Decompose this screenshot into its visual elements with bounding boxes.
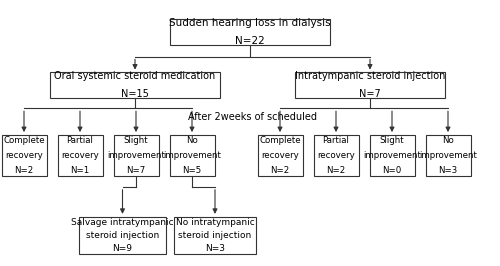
Text: steroid injection: steroid injection xyxy=(178,231,252,240)
FancyBboxPatch shape xyxy=(2,135,46,176)
Text: Complete: Complete xyxy=(259,136,301,145)
Text: improvement: improvement xyxy=(363,151,421,160)
Text: N=7: N=7 xyxy=(359,89,381,99)
Text: No intratympanic: No intratympanic xyxy=(176,218,254,227)
Text: recovery: recovery xyxy=(5,151,43,160)
Text: No: No xyxy=(442,136,454,145)
Text: Slight: Slight xyxy=(380,136,404,145)
Text: N=0: N=0 xyxy=(382,166,402,175)
FancyBboxPatch shape xyxy=(314,135,358,176)
Text: N=15: N=15 xyxy=(121,89,149,99)
Text: recovery: recovery xyxy=(261,151,299,160)
Text: N=3: N=3 xyxy=(438,166,458,175)
Text: Partial: Partial xyxy=(322,136,349,145)
Text: recovery: recovery xyxy=(61,151,99,160)
Text: N=3: N=3 xyxy=(205,244,225,253)
Text: N=22: N=22 xyxy=(235,36,265,46)
Text: N=7: N=7 xyxy=(126,166,146,175)
FancyBboxPatch shape xyxy=(58,135,102,176)
Text: N=1: N=1 xyxy=(70,166,90,175)
Text: N=2: N=2 xyxy=(14,166,34,175)
Text: No: No xyxy=(186,136,198,145)
Text: Slight: Slight xyxy=(124,136,148,145)
FancyBboxPatch shape xyxy=(370,135,414,176)
Text: N=5: N=5 xyxy=(182,166,202,175)
FancyBboxPatch shape xyxy=(174,217,256,254)
Text: Salvage intratympanic: Salvage intratympanic xyxy=(71,218,174,227)
Text: improvement: improvement xyxy=(107,151,165,160)
Text: improvement: improvement xyxy=(163,151,221,160)
Text: improvement: improvement xyxy=(419,151,477,160)
FancyBboxPatch shape xyxy=(79,217,166,254)
Text: steroid injection: steroid injection xyxy=(86,231,159,240)
FancyBboxPatch shape xyxy=(258,135,302,176)
FancyBboxPatch shape xyxy=(170,135,214,176)
Text: Complete: Complete xyxy=(3,136,45,145)
Text: recovery: recovery xyxy=(317,151,355,160)
Text: Intratympanic steroid injection: Intratympanic steroid injection xyxy=(295,71,445,81)
FancyBboxPatch shape xyxy=(114,135,158,176)
Text: After 2weeks of scheduled: After 2weeks of scheduled xyxy=(188,112,317,122)
Text: N=2: N=2 xyxy=(326,166,345,175)
Text: N=2: N=2 xyxy=(270,166,289,175)
Text: Oral systemic steroid medication: Oral systemic steroid medication xyxy=(54,71,216,81)
Text: Sudden hearing loss in dialysis: Sudden hearing loss in dialysis xyxy=(169,18,331,28)
FancyBboxPatch shape xyxy=(50,72,220,98)
FancyBboxPatch shape xyxy=(170,19,330,45)
FancyBboxPatch shape xyxy=(426,135,470,176)
Text: Partial: Partial xyxy=(66,136,94,145)
FancyBboxPatch shape xyxy=(295,72,445,98)
Text: N=9: N=9 xyxy=(112,244,132,253)
